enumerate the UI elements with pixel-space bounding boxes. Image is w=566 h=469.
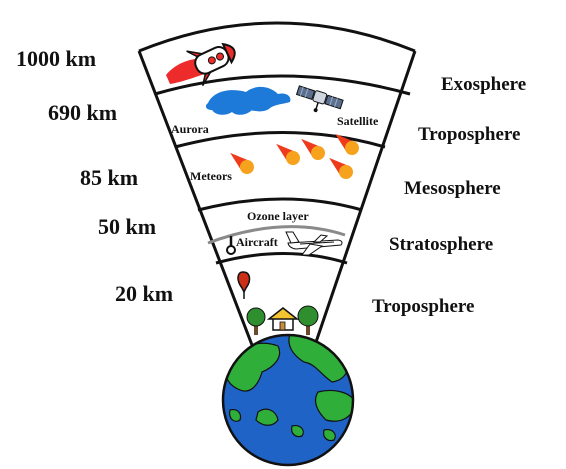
ozone-arc-icon xyxy=(207,225,346,245)
thermometer-icon xyxy=(226,236,236,255)
meteor-icon xyxy=(230,133,359,179)
altitude-label-690km: 690 km xyxy=(48,100,117,125)
layer-label-stratosphere: Stratosphere xyxy=(389,234,493,255)
fan-right-edge xyxy=(313,50,417,346)
boundary-1000km xyxy=(138,21,416,53)
aurora-label: Aurora xyxy=(171,122,209,136)
layer-label-troposphere-upper: Troposphere xyxy=(418,124,520,145)
altitude-label-50km: 50 km xyxy=(98,214,156,239)
meteors-label: Meteors xyxy=(190,169,232,183)
atmosphere-fan xyxy=(137,21,417,346)
altitude-label-20km: 20 km xyxy=(115,281,173,306)
layer-label-mesosphere: Mesosphere xyxy=(404,178,501,199)
layer-label-exosphere: Exosphere xyxy=(441,74,526,95)
earth-icon xyxy=(221,333,355,467)
layer-label-troposphere-lower: Troposphere xyxy=(372,296,474,317)
balloon-icon xyxy=(237,271,251,299)
rocket-icon xyxy=(166,42,236,86)
boundary-690km xyxy=(154,74,411,96)
altitude-label-1000km: 1000 km xyxy=(16,46,96,71)
ozone-layer-label: Ozone layer xyxy=(247,209,309,223)
fan-left-edge xyxy=(137,50,254,346)
altitude-label-85km: 85 km xyxy=(80,165,138,190)
tree-icon xyxy=(246,305,319,335)
aurora-icon xyxy=(205,86,291,115)
boundary-85km xyxy=(174,131,386,149)
boundary-20km xyxy=(215,252,348,265)
satellite-label: Satellite xyxy=(337,114,379,128)
house-icon xyxy=(266,307,300,331)
satellite-icon xyxy=(295,85,344,113)
aircraft-icon xyxy=(285,231,343,256)
aircraft-label: Aircraft xyxy=(236,235,278,249)
boundary-50km xyxy=(197,197,363,212)
